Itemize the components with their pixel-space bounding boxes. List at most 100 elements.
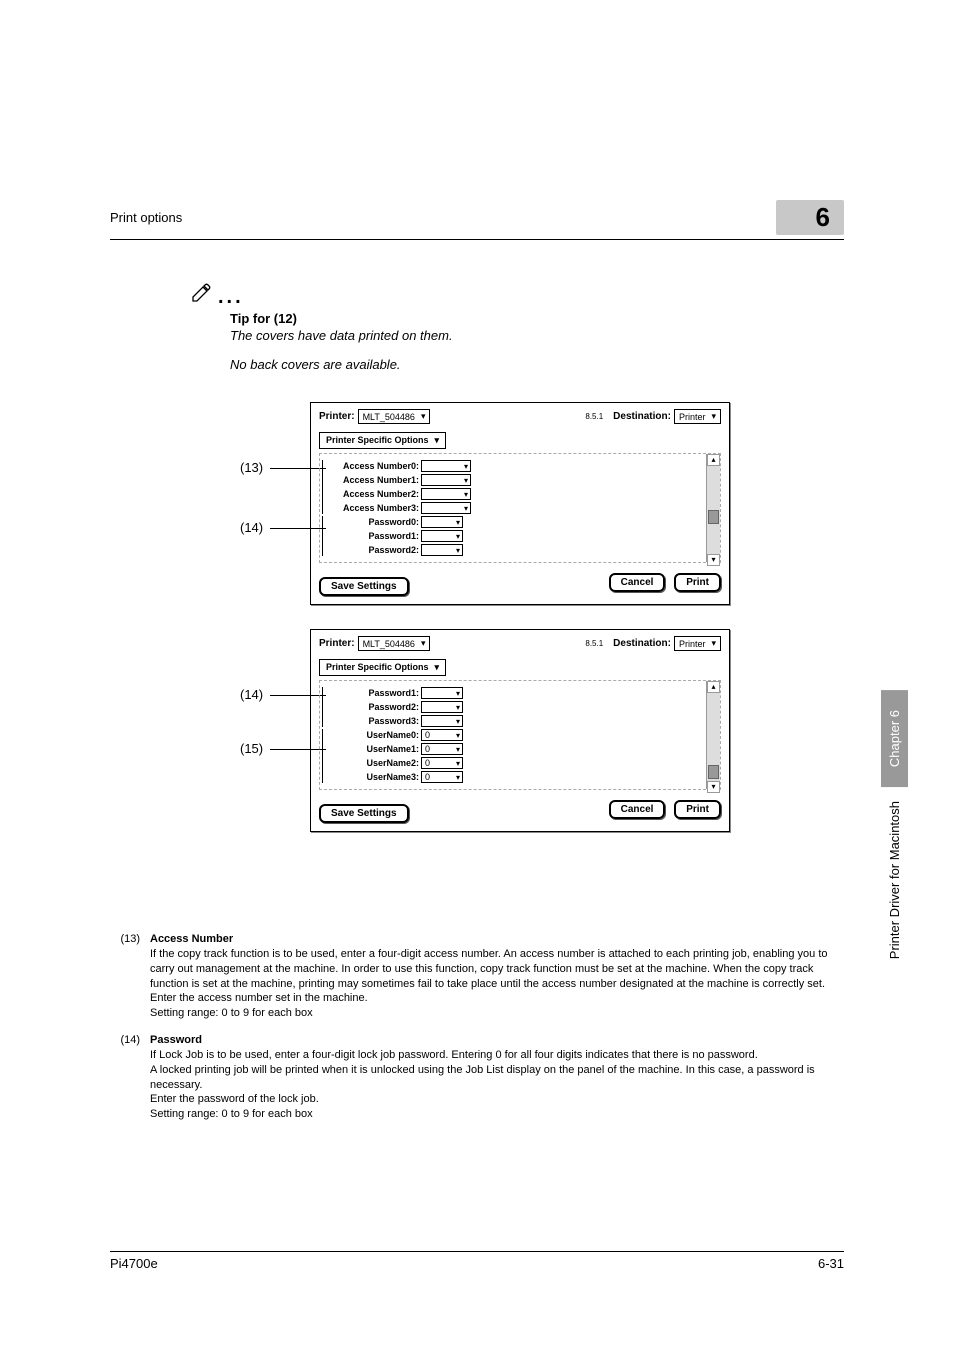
notes-section: (13) Access Number If the copy track fun… <box>110 932 844 1122</box>
tip-block: ... Tip for (12) The covers have data pr… <box>190 280 844 372</box>
scroll-thumb[interactable] <box>708 510 719 524</box>
scrollbar[interactable]: ▴ ▾ <box>706 454 720 562</box>
access-number-0-select[interactable] <box>421 460 471 472</box>
side-chapter-label: Chapter 6 <box>881 690 908 787</box>
note-title: Password <box>150 1033 834 1048</box>
row-label: Password0: <box>327 517 419 527</box>
side-driver-label: Printer Driver for Macintosh <box>881 801 908 959</box>
callout-15-line <box>270 749 326 750</box>
page-header: Print options 6 <box>110 200 844 240</box>
note-number: (14) <box>110 1033 150 1122</box>
save-settings-button[interactable]: Save Settings <box>319 804 409 823</box>
username-1-select[interactable] <box>421 743 463 755</box>
row-label: UserName2: <box>327 758 419 768</box>
dialog-footer: Save Settings Cancel Print <box>311 796 729 831</box>
password-2-select[interactable] <box>421 701 463 713</box>
callout-14b-line <box>270 695 326 696</box>
username-group: UserName0: UserName1: UserName2: UserNam… <box>322 729 714 783</box>
row-label: Access Number0: <box>327 461 419 471</box>
footer-model: Pi4700e <box>110 1256 158 1271</box>
options-tab[interactable]: Printer Specific Options <box>319 432 446 449</box>
cancel-button[interactable]: Cancel <box>609 573 666 592</box>
username-2-select[interactable] <box>421 757 463 769</box>
printer-select[interactable]: MLT_504486 <box>358 636 431 651</box>
scrollbar[interactable]: ▴ ▾ <box>706 681 720 789</box>
row-label: Password1: <box>327 531 419 541</box>
row-label: Access Number3: <box>327 503 419 513</box>
printer-label: Printer: <box>319 638 355 649</box>
row-label: UserName1: <box>327 744 419 754</box>
page-footer: Pi4700e 6-31 <box>110 1251 844 1271</box>
version-label: 8.5.1 <box>430 412 603 421</box>
dialog-header: Printer: MLT_504486 8.5.1 Destination: P… <box>311 630 729 655</box>
password-2-select[interactable] <box>421 544 463 556</box>
version-label: 8.5.1 <box>430 639 603 648</box>
section-title: Print options <box>110 210 182 225</box>
row-label: UserName0: <box>327 730 419 740</box>
destination-select[interactable]: Printer <box>674 409 721 424</box>
save-settings-button[interactable]: Save Settings <box>319 577 409 596</box>
callout-14a-line <box>270 528 326 529</box>
dialog-body: Access Number0: Access Number1: Access N… <box>319 453 721 563</box>
callout-14a: (14) <box>240 520 263 535</box>
options-tab[interactable]: Printer Specific Options <box>319 659 446 676</box>
print-button[interactable]: Print <box>674 800 721 819</box>
access-number-1-select[interactable] <box>421 474 471 486</box>
side-tab: Chapter 6 Printer Driver for Macintosh <box>881 690 908 959</box>
row-label: Access Number1: <box>327 475 419 485</box>
access-number-group: Access Number0: Access Number1: Access N… <box>322 460 714 514</box>
pencil-icon <box>190 280 214 309</box>
access-number-2-select[interactable] <box>421 488 471 500</box>
password-1-select[interactable] <box>421 530 463 542</box>
password-group: Password0: Password1: Password2: <box>322 516 714 556</box>
print-dialog-2: Printer: MLT_504486 8.5.1 Destination: P… <box>310 629 730 832</box>
dialog-header: Printer: MLT_504486 8.5.1 Destination: P… <box>311 403 729 428</box>
row-label: UserName3: <box>327 772 419 782</box>
page: Print options 6 ... Tip for (12) The cov… <box>0 0 954 1184</box>
destination-label: Destination: <box>613 411 671 422</box>
note-body-text: If the copy track function is to be used… <box>150 947 834 1021</box>
note-body-text: If Lock Job is to be used, enter a four-… <box>150 1048 834 1122</box>
printer-select[interactable]: MLT_504486 <box>358 409 431 424</box>
callout-13: (13) <box>240 460 263 475</box>
note-number: (13) <box>110 932 150 1021</box>
scroll-down-icon[interactable]: ▾ <box>707 781 720 793</box>
dialog-1-wrap: (13) (14) Printer: MLT_504486 8.5.1 Dest… <box>110 402 844 605</box>
access-number-3-select[interactable] <box>421 502 471 514</box>
destination-select[interactable]: Printer <box>674 636 721 651</box>
row-label: Password3: <box>327 716 419 726</box>
print-button[interactable]: Print <box>674 573 721 592</box>
password-group: Password1: Password2: Password3: <box>322 687 714 727</box>
row-label: Password2: <box>327 702 419 712</box>
password-0-select[interactable] <box>421 516 463 528</box>
dialog-body: Password1: Password2: Password3: UserNam… <box>319 680 721 790</box>
destination-label: Destination: <box>613 638 671 649</box>
cancel-button[interactable]: Cancel <box>609 800 666 819</box>
password-3-select[interactable] <box>421 715 463 727</box>
callout-15: (15) <box>240 741 263 756</box>
printer-label: Printer: <box>319 411 355 422</box>
chapter-number-box: 6 <box>776 200 844 235</box>
print-dialog-1: Printer: MLT_504486 8.5.1 Destination: P… <box>310 402 730 605</box>
password-1-select[interactable] <box>421 687 463 699</box>
footer-page: 6-31 <box>818 1256 844 1271</box>
tip-text-1: The covers have data printed on them. <box>230 328 844 343</box>
tab-row: Printer Specific Options <box>311 655 729 680</box>
tab-row: Printer Specific Options <box>311 428 729 453</box>
username-3-select[interactable] <box>421 771 463 783</box>
scroll-thumb[interactable] <box>708 765 719 779</box>
username-0-select[interactable] <box>421 729 463 741</box>
callout-13-line <box>270 468 326 469</box>
scroll-down-icon[interactable]: ▾ <box>707 554 720 566</box>
note-14: (14) Password If Lock Job is to be used,… <box>110 1033 844 1122</box>
tip-title: Tip for (12) <box>230 311 844 326</box>
tip-text-2: No back covers are available. <box>230 357 844 372</box>
row-label: Password1: <box>327 688 419 698</box>
ellipsis-icon: ... <box>218 286 244 308</box>
row-label: Access Number2: <box>327 489 419 499</box>
dialog-2-wrap: (14) (15) Printer: MLT_504486 8.5.1 Dest… <box>110 629 844 832</box>
note-13: (13) Access Number If the copy track fun… <box>110 932 844 1021</box>
scroll-up-icon[interactable]: ▴ <box>707 454 720 466</box>
row-label: Password2: <box>327 545 419 555</box>
scroll-up-icon[interactable]: ▴ <box>707 681 720 693</box>
